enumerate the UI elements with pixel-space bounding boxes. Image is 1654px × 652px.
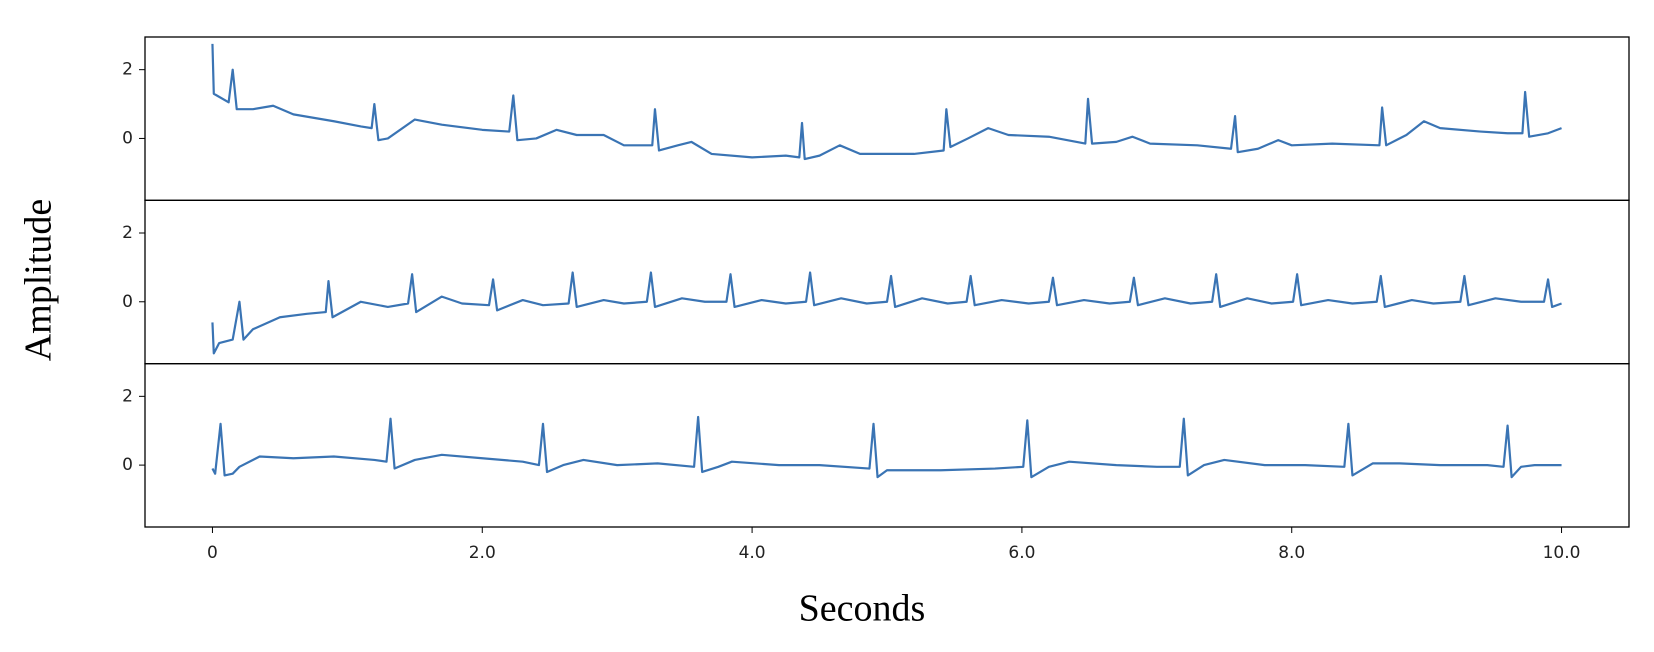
y-tick-label: 2 [122, 223, 133, 243]
panel-frame [144, 36, 1630, 201]
x-tick-label: 4.0 [739, 543, 766, 563]
y-axis-label: Amplitude [18, 199, 60, 362]
x-axis-label: Seconds [799, 588, 926, 630]
y-tick-label: 2 [122, 386, 133, 406]
x-tick-label: 6.0 [1008, 543, 1035, 563]
x-tick-label: 0 [207, 543, 218, 563]
y-tick-label: 0 [122, 292, 133, 312]
y-tick-label: 0 [122, 128, 133, 148]
ecg-line [211, 43, 1562, 161]
x-tick-label: 2.0 [469, 543, 496, 563]
ecg-line [211, 415, 1562, 479]
x-tick-label: 8.0 [1278, 543, 1305, 563]
panel-frame [144, 363, 1630, 528]
panel-frame [144, 199, 1630, 365]
ecg-line [211, 271, 1562, 355]
y-tick-label: 0 [122, 455, 133, 475]
y-tick-label: 2 [122, 60, 133, 80]
x-tick-label: 10.0 [1543, 543, 1581, 563]
